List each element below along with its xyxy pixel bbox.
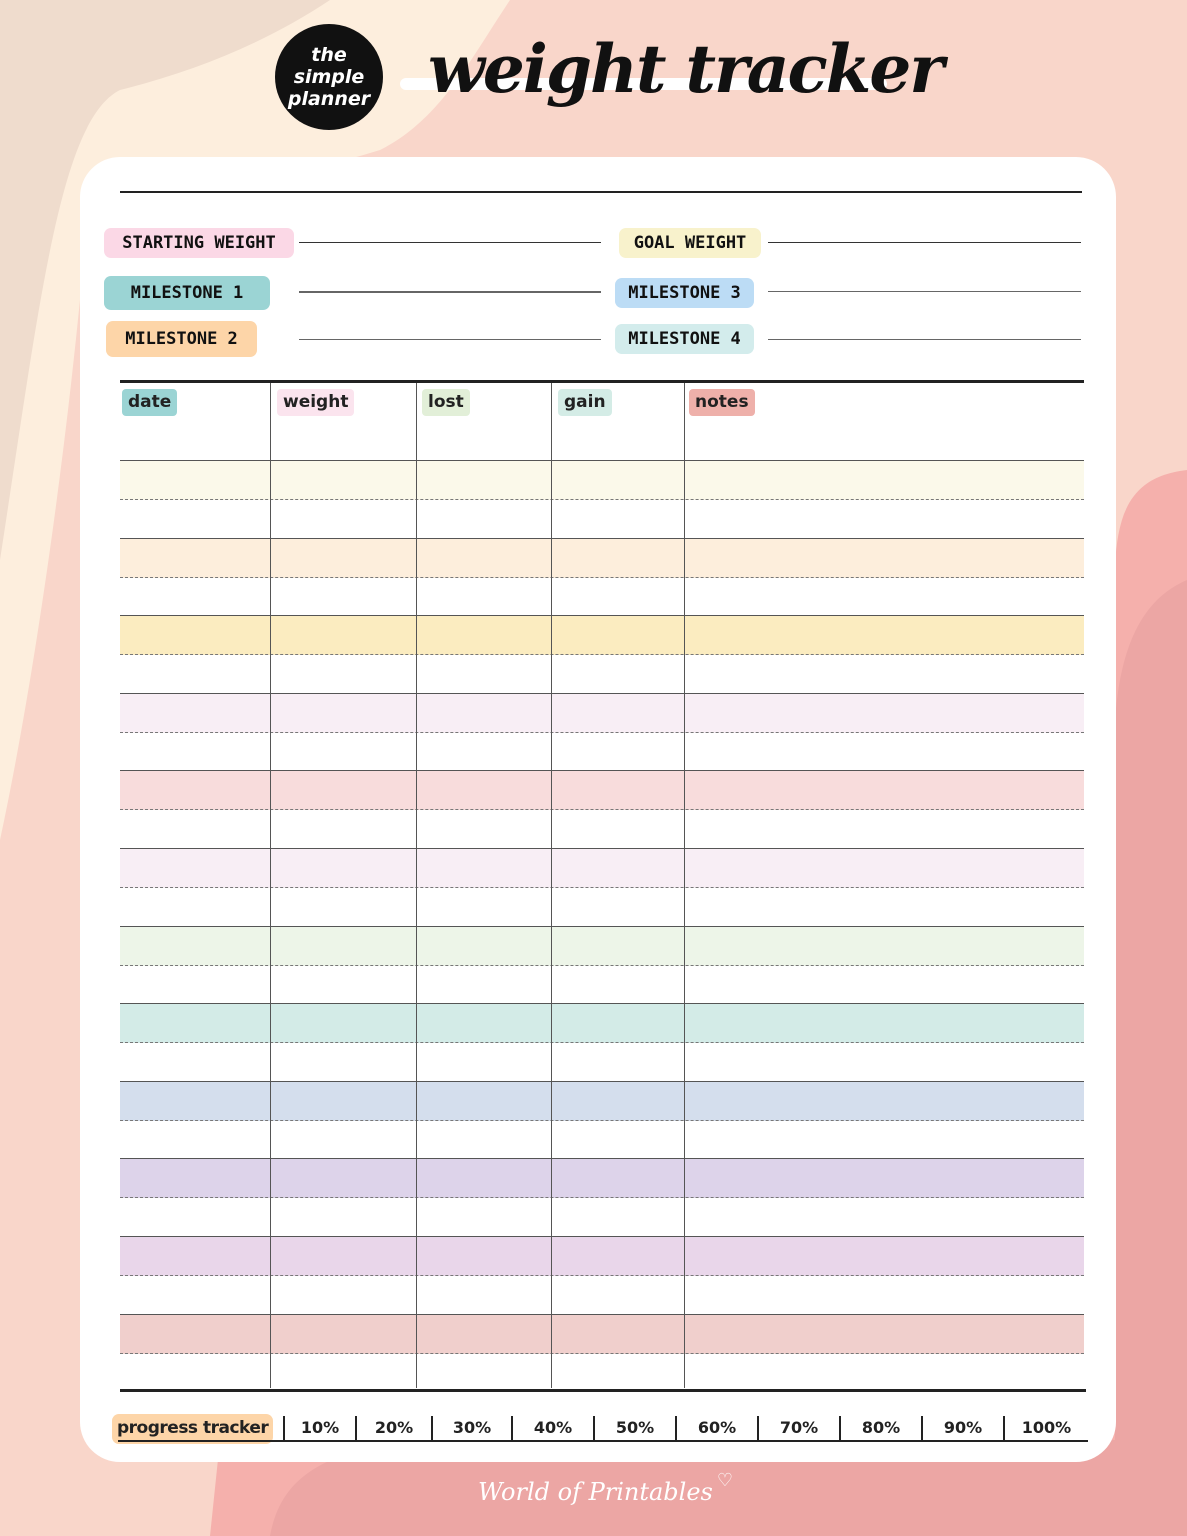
table-row[interactable]: [120, 1003, 1084, 1044]
table-row[interactable]: [120, 1236, 1084, 1276]
progress-step[interactable]: 90%: [921, 1416, 1003, 1440]
progress-underline: [118, 1440, 1088, 1442]
table-row[interactable]: [120, 925, 1084, 966]
column-header-lost: lost: [422, 389, 470, 416]
milestone-3-field[interactable]: [768, 291, 1081, 292]
column-divider: [551, 383, 552, 1388]
progress-step[interactable]: 30%: [431, 1416, 511, 1440]
title-underline: [400, 78, 887, 90]
column-divider: [684, 383, 685, 1388]
starting-weight-label: STARTING WEIGHT: [104, 228, 294, 258]
column-header-notes: notes: [689, 389, 755, 416]
footer: World of Printables ♡: [478, 1470, 733, 1506]
goal-weight-label: GOAL WEIGHT: [619, 228, 761, 258]
table-bottom-rule: [120, 1389, 1086, 1392]
column-divider: [416, 383, 417, 1388]
column-header-date: date: [122, 389, 178, 416]
milestone-4-field[interactable]: [768, 339, 1081, 340]
progress-step[interactable]: 10%: [283, 1416, 355, 1440]
table-row[interactable]: [120, 692, 1084, 733]
top-rule: [120, 191, 1082, 193]
table-row[interactable]: [120, 1080, 1084, 1121]
milestone-4-label: MILESTONE 4: [615, 324, 754, 354]
progress-step[interactable]: 40%: [511, 1416, 593, 1440]
progress-step[interactable]: 20%: [355, 1416, 431, 1440]
progress-step[interactable]: 50%: [593, 1416, 675, 1440]
milestone-2-label: MILESTONE 2: [106, 321, 257, 357]
milestone-1-label: MILESTONE 1: [104, 276, 270, 310]
table-row[interactable]: [120, 537, 1084, 578]
column-header-weight: weight: [277, 389, 355, 416]
table-row[interactable]: [120, 460, 1084, 500]
footer-brand: World of Printables: [478, 1478, 713, 1506]
progress-step[interactable]: 80%: [839, 1416, 921, 1440]
starting-weight-field[interactable]: [299, 242, 601, 243]
progress-step[interactable]: 70%: [757, 1416, 839, 1440]
goal-weight-field[interactable]: [768, 242, 1081, 243]
page-title: weight tracker: [428, 30, 944, 108]
milestone-2-field[interactable]: [299, 339, 601, 340]
logo-text: the simple planner: [287, 44, 371, 110]
table-row[interactable]: [120, 615, 1084, 656]
milestone-3-label: MILESTONE 3: [615, 278, 754, 308]
heart-icon: ♡: [716, 1470, 733, 1491]
column-header-gain: gain: [558, 389, 612, 416]
logo: the simple planner: [275, 24, 383, 130]
table-row[interactable]: [120, 848, 1084, 888]
progress-step[interactable]: 60%: [675, 1416, 757, 1440]
milestone-1-field[interactable]: [299, 291, 601, 293]
progress-step[interactable]: 100%: [1003, 1416, 1088, 1440]
column-divider: [270, 383, 271, 1388]
table-row[interactable]: [120, 770, 1084, 811]
table-top-rule: [120, 380, 1084, 383]
table-row[interactable]: [120, 1313, 1084, 1354]
progress-tracker-label: progress tracker: [112, 1414, 274, 1444]
table-row[interactable]: [120, 1158, 1084, 1199]
